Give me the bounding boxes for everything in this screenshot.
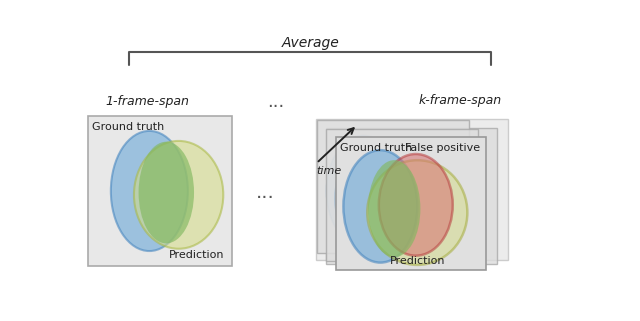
- Ellipse shape: [359, 146, 411, 239]
- Ellipse shape: [368, 160, 420, 257]
- Text: time: time: [316, 166, 342, 176]
- Bar: [316, 119, 508, 259]
- Ellipse shape: [139, 142, 194, 243]
- Ellipse shape: [335, 143, 409, 254]
- Ellipse shape: [379, 154, 452, 256]
- Text: Ground truth: Ground truth: [92, 122, 164, 132]
- Bar: [326, 129, 477, 261]
- Bar: [336, 137, 486, 270]
- Text: Ground truth: Ground truth: [340, 143, 413, 153]
- Text: 1-frame-span: 1-frame-span: [105, 95, 189, 108]
- Text: k-frame-span: k-frame-span: [419, 94, 502, 107]
- Ellipse shape: [358, 152, 451, 253]
- Text: ...: ...: [255, 183, 274, 202]
- Bar: [317, 120, 469, 253]
- Ellipse shape: [111, 131, 188, 251]
- Text: Prediction: Prediction: [168, 249, 224, 259]
- Text: ...: ...: [267, 93, 284, 111]
- Bar: [326, 128, 497, 264]
- Ellipse shape: [344, 150, 417, 263]
- Text: Prediction: Prediction: [390, 256, 446, 266]
- Ellipse shape: [134, 141, 223, 249]
- Text: Average: Average: [282, 36, 339, 50]
- Ellipse shape: [367, 160, 467, 265]
- Ellipse shape: [326, 135, 401, 247]
- Ellipse shape: [367, 154, 420, 247]
- Ellipse shape: [349, 145, 442, 245]
- Text: False positive: False positive: [404, 143, 480, 153]
- Bar: [88, 116, 232, 266]
